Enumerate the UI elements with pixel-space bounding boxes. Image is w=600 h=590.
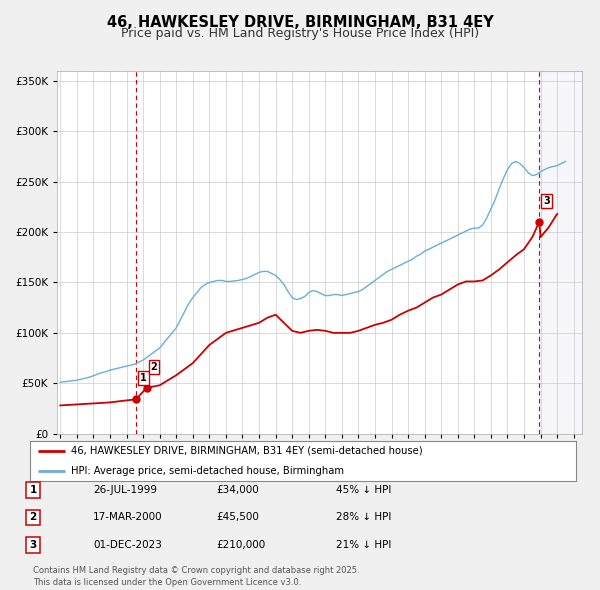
Text: 46, HAWKESLEY DRIVE, BIRMINGHAM, B31 4EY: 46, HAWKESLEY DRIVE, BIRMINGHAM, B31 4EY: [107, 15, 493, 30]
Text: £34,000: £34,000: [216, 485, 259, 494]
Text: £210,000: £210,000: [216, 540, 265, 550]
Text: 2: 2: [29, 513, 37, 522]
Text: £45,500: £45,500: [216, 513, 259, 522]
Bar: [539, 71, 582, 434]
Text: HPI: Average price, semi-detached house, Birmingham: HPI: Average price, semi-detached house,…: [71, 466, 344, 476]
Text: 3: 3: [544, 196, 550, 206]
Text: 1: 1: [140, 373, 147, 384]
Text: 01-DEC-2023: 01-DEC-2023: [93, 540, 162, 550]
Text: Contains HM Land Registry data © Crown copyright and database right 2025.
This d: Contains HM Land Registry data © Crown c…: [33, 566, 359, 587]
Text: 28% ↓ HPI: 28% ↓ HPI: [336, 513, 391, 522]
Text: 1: 1: [29, 485, 37, 494]
Text: 45% ↓ HPI: 45% ↓ HPI: [336, 485, 391, 494]
Text: Price paid vs. HM Land Registry's House Price Index (HPI): Price paid vs. HM Land Registry's House …: [121, 27, 479, 40]
Text: 26-JUL-1999: 26-JUL-1999: [93, 485, 157, 494]
Text: 3: 3: [29, 540, 37, 550]
Text: 21% ↓ HPI: 21% ↓ HPI: [336, 540, 391, 550]
Text: 2: 2: [151, 362, 157, 372]
Text: 46, HAWKESLEY DRIVE, BIRMINGHAM, B31 4EY (semi-detached house): 46, HAWKESLEY DRIVE, BIRMINGHAM, B31 4EY…: [71, 446, 422, 455]
Text: 17-MAR-2000: 17-MAR-2000: [93, 513, 163, 522]
